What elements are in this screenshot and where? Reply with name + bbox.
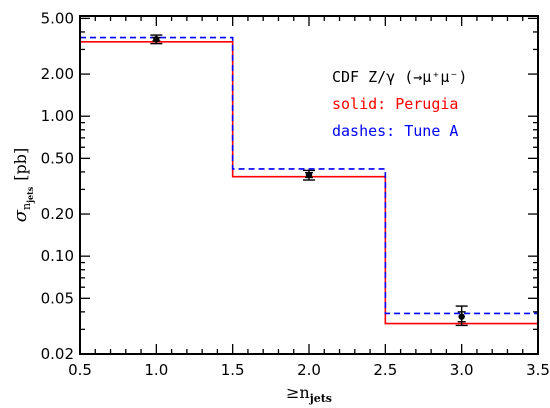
legend-entry-perugia: solid: Perugia <box>332 95 458 113</box>
x-tick-label-5: 3.0 <box>450 361 474 379</box>
x-axis-label: ≥njets <box>286 383 332 405</box>
data-point-2 <box>458 313 465 320</box>
y-tick-label-7: 0.02 <box>41 345 74 363</box>
y-axis-label-main: σ <box>10 209 31 222</box>
data-point-0 <box>153 36 160 43</box>
legend-title: CDF Z/γ (→μ⁺μ⁻) <box>332 68 467 86</box>
data-point-1 <box>305 171 313 179</box>
y-tick-label-1: 2.00 <box>41 65 74 83</box>
x-tick-label-2: 1.5 <box>221 361 245 379</box>
legend-entry-tune-a: dashes: Tune A <box>332 122 458 140</box>
y-axis-label-sub: n <box>20 203 33 210</box>
x-tick-label-4: 2.5 <box>373 361 397 379</box>
y-tick-label-3: 0.50 <box>41 149 74 167</box>
series-line-1 <box>80 36 538 315</box>
ticks-group: 0.5 1.0 1.5 2.0 2.5 3.0 3.5 5.00 2.00 1.00 0.50 0.2… <box>41 9 550 379</box>
x-tick-label-6: 3.5 <box>526 361 550 379</box>
x-tick-label-3: 2.0 <box>297 361 321 379</box>
x-axis-label-main: ≥n <box>286 383 310 402</box>
y-tick-label-2: 1.00 <box>41 107 74 125</box>
y-axis-label-subsub: jets <box>25 186 35 204</box>
y-axis-label: σnjets [pb] <box>10 148 35 223</box>
data-points-group <box>150 34 468 327</box>
y-tick-label-0: 5.00 <box>41 9 74 27</box>
y-axis-label-unit: [pb] <box>11 148 30 181</box>
x-tick-label-0: 0.5 <box>68 361 92 379</box>
x-axis-label-sub: jets <box>309 392 332 405</box>
y-tick-label-5: 0.10 <box>41 247 74 265</box>
y-tick-label-4: 0.20 <box>41 205 74 223</box>
y-tick-label-6: 0.05 <box>41 289 74 307</box>
x-tick-label-1: 1.0 <box>144 361 168 379</box>
